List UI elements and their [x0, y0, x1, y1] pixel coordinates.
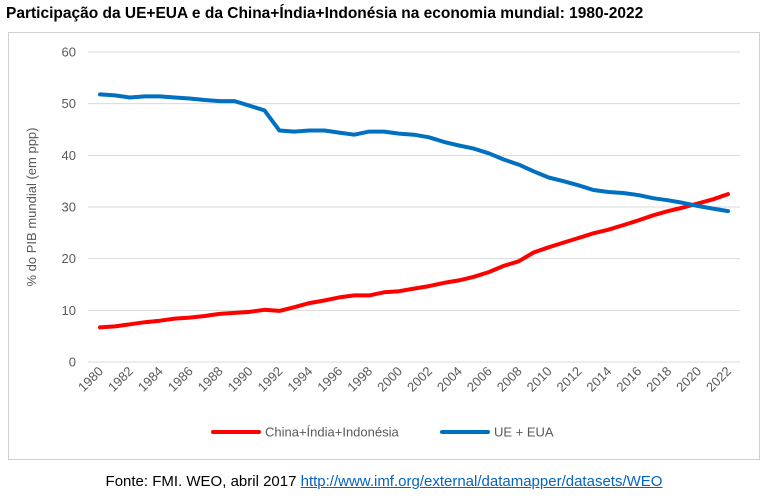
y-tick-label: 30 — [62, 200, 76, 215]
x-axis-tick-labels: 1980198219841986198819901992199419961998… — [75, 364, 734, 395]
x-tick-label: 1990 — [225, 364, 256, 395]
y-tick-label: 50 — [62, 96, 76, 111]
source-text: Fonte: FMI. WEO, abril 2017 — [105, 473, 301, 490]
x-tick-label: 2012 — [554, 364, 585, 395]
y-tick-label: 60 — [62, 45, 76, 60]
x-tick-label: 1980 — [75, 364, 106, 395]
chart-frame — [8, 32, 760, 460]
x-tick-label: 1998 — [344, 364, 375, 395]
gridlines — [88, 51, 740, 363]
legend: China+Índia+Indonésia UE + EUA — [211, 425, 554, 440]
x-tick-label: 2002 — [404, 364, 435, 395]
x-tick-label: 2006 — [464, 364, 495, 395]
series-line-1 — [98, 92, 730, 214]
series-lines — [98, 92, 730, 330]
legend-label-0: China+Índia+Indonésia — [265, 425, 399, 440]
y-axis-label: % do PIB mundial (em ppp) — [24, 128, 39, 287]
series-line-0 — [98, 192, 730, 330]
x-tick-label: 1996 — [314, 364, 345, 395]
chart-title: Participação da UE+EUA e da China+Índia+… — [6, 5, 644, 22]
legend-label-1: UE + EUA — [494, 425, 554, 440]
x-tick-label: 1982 — [105, 364, 136, 395]
x-tick-label: 2022 — [703, 364, 734, 395]
x-tick-label: 1988 — [195, 364, 226, 395]
source-link[interactable]: http://www.imf.org/external/datamapper/d… — [300, 473, 663, 490]
x-tick-label: 2010 — [524, 364, 555, 395]
x-tick-label: 2004 — [434, 364, 465, 395]
x-tick-label: 2000 — [374, 364, 405, 395]
y-tick-label: 10 — [62, 303, 76, 318]
x-tick-label: 2008 — [494, 364, 525, 395]
x-tick-label: 2014 — [583, 364, 614, 395]
y-tick-label: 0 — [69, 355, 76, 370]
y-tick-label: 20 — [62, 251, 76, 266]
x-tick-label: 2018 — [643, 364, 674, 395]
x-tick-label: 2016 — [613, 364, 644, 395]
source-note: Fonte: FMI. WEO, abril 2017 http://www.i… — [0, 473, 768, 490]
y-tick-label: 40 — [62, 148, 76, 163]
x-tick-label: 1984 — [135, 364, 166, 395]
x-tick-label: 1986 — [165, 364, 196, 395]
x-tick-label: 2020 — [673, 364, 704, 395]
y-axis-tick-labels: 0 10 20 30 40 50 60 — [62, 45, 76, 370]
x-tick-label: 1992 — [254, 364, 285, 395]
x-tick-label: 1994 — [284, 364, 315, 395]
